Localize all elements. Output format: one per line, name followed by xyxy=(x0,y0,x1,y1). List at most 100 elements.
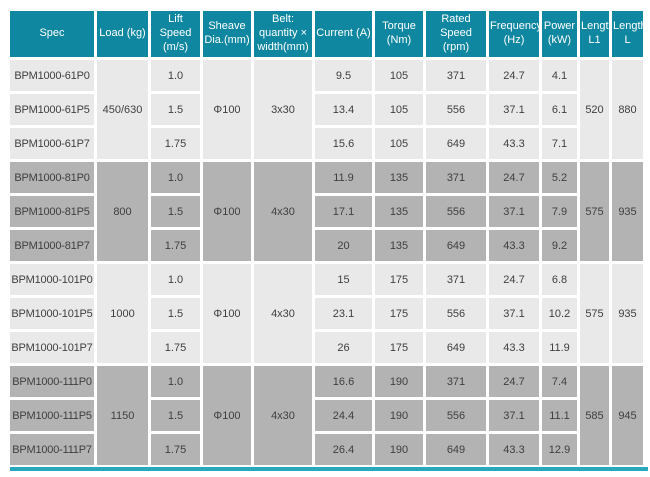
rated-speed-cell: 371 xyxy=(426,162,486,193)
col-header-belt: Belt: quantity × width(mm) xyxy=(254,11,312,57)
power-cell: 10.2 xyxy=(542,298,577,329)
spec-cell: BPM1000-101P7 xyxy=(10,332,94,363)
col-header-load: Load (kg) xyxy=(97,11,148,57)
rated-speed-cell: 371 xyxy=(426,60,486,91)
torque-cell: 190 xyxy=(375,434,423,465)
rated-speed-cell: 649 xyxy=(426,434,486,465)
power-cell: 6.1 xyxy=(542,94,577,125)
length-l-cell: 935 xyxy=(612,264,643,363)
motor-spec-table-wrap: Spec Load (kg) Lift Speed (m/s) Sheave D… xyxy=(7,8,648,471)
belt-cell: 4x30 xyxy=(254,264,312,363)
current-cell: 17.1 xyxy=(315,196,372,227)
current-cell: 9.5 xyxy=(315,60,372,91)
frequency-cell: 37.1 xyxy=(489,400,539,431)
power-cell: 11.9 xyxy=(542,332,577,363)
current-cell: 16.6 xyxy=(315,366,372,397)
lift-speed-cell: 1.5 xyxy=(151,400,200,431)
length-l1-cell: 575 xyxy=(580,264,609,363)
current-cell: 20 xyxy=(315,230,372,261)
current-cell: 24.4 xyxy=(315,400,372,431)
spec-cell: BPM1000-81P5 xyxy=(10,196,94,227)
spec-cell: BPM1000-61P7 xyxy=(10,128,94,159)
rated-speed-cell: 649 xyxy=(426,332,486,363)
length-l-cell: 880 xyxy=(612,60,643,159)
lift-speed-cell: 1.5 xyxy=(151,298,200,329)
belt-cell: 3x30 xyxy=(254,60,312,159)
current-cell: 11.9 xyxy=(315,162,372,193)
spec-cell: BPM1000-61P0 xyxy=(10,60,94,91)
col-header-frequency: Frequency (Hz) xyxy=(489,11,539,57)
col-header-rated-speed: Rated Speed (rpm) xyxy=(426,11,486,57)
frequency-cell: 43.3 xyxy=(489,434,539,465)
torque-cell: 175 xyxy=(375,264,423,295)
length-l1-cell: 585 xyxy=(580,366,609,465)
col-header-lift-speed: Lift Speed (m/s) xyxy=(151,11,200,57)
rated-speed-cell: 371 xyxy=(426,264,486,295)
table-row: BPM1000-101P0 1000 1.0 Φ100 4x30 15 175 … xyxy=(10,264,643,363)
power-cell: 11.1 xyxy=(542,400,577,431)
current-cell: 15 xyxy=(315,264,372,295)
frequency-cell: 43.3 xyxy=(489,128,539,159)
col-header-length-l: Length L xyxy=(612,11,643,57)
table-row: BPM1000-61P5 1.5 13.4 105 556 37.1 6.1 xyxy=(10,94,643,125)
sheave-dia-cell: Φ100 xyxy=(203,162,251,261)
lift-speed-cell: 1.75 xyxy=(151,128,200,159)
length-l-cell: 945 xyxy=(612,366,643,465)
col-header-torque: Torque (Nm) xyxy=(375,11,423,57)
torque-cell: 105 xyxy=(375,60,423,91)
table-row: BPM1000-111P0 1150 1.0 Φ100 4x30 16.6 19… xyxy=(10,366,643,465)
power-cell: 4.1 xyxy=(542,60,577,91)
frequency-cell: 24.7 xyxy=(489,264,539,295)
header-row: Spec Load (kg) Lift Speed (m/s) Sheave D… xyxy=(10,11,643,57)
length-l1-cell: 575 xyxy=(580,162,609,261)
spec-cell: BPM1000-81P0 xyxy=(10,162,94,193)
length-l1-cell: 520 xyxy=(580,60,609,159)
col-header-power: Power (kW) xyxy=(542,11,577,57)
belt-cell: 4x30 xyxy=(254,162,312,261)
frequency-cell: 43.3 xyxy=(489,230,539,261)
lift-speed-cell: 1.0 xyxy=(151,162,200,193)
lift-speed-cell: 1.0 xyxy=(151,60,200,91)
table-row: BPM1000-81P0 800 1.0 Φ100 4x30 11.9 135 … xyxy=(10,162,643,261)
power-cell: 12.9 xyxy=(542,434,577,465)
frequency-cell: 37.1 xyxy=(489,196,539,227)
spec-cell: BPM1000-101P0 xyxy=(10,264,94,295)
frequency-cell: 43.3 xyxy=(489,332,539,363)
load-cell: 800 xyxy=(97,162,148,261)
col-header-sheave-dia: Sheave Dia.(mm) xyxy=(203,11,251,57)
belt-cell: 4x30 xyxy=(254,366,312,465)
torque-cell: 190 xyxy=(375,366,423,397)
motor-spec-table: Spec Load (kg) Lift Speed (m/s) Sheave D… xyxy=(7,8,646,468)
frequency-cell: 37.1 xyxy=(489,298,539,329)
lift-speed-cell: 1.75 xyxy=(151,230,200,261)
table-row: BPM1000-81P5 1.5 17.1 135 556 37.1 7.9 xyxy=(10,196,643,227)
lift-speed-cell: 1.0 xyxy=(151,264,200,295)
sheave-dia-cell: Φ100 xyxy=(203,60,251,159)
torque-cell: 105 xyxy=(375,94,423,125)
power-cell: 5.2 xyxy=(542,162,577,193)
table-row: BPM1000-101P7 1.75 26 175 649 43.3 11.9 xyxy=(10,332,643,363)
sheave-dia-cell: Φ100 xyxy=(203,366,251,465)
lift-speed-cell: 1.75 xyxy=(151,332,200,363)
power-cell: 9.2 xyxy=(542,230,577,261)
power-cell: 6.8 xyxy=(542,264,577,295)
lift-speed-cell: 1.5 xyxy=(151,94,200,125)
load-cell: 450/630 xyxy=(97,60,148,159)
load-cell: 1150 xyxy=(97,366,148,465)
rated-speed-cell: 556 xyxy=(426,94,486,125)
sheave-dia-cell: Φ100 xyxy=(203,264,251,363)
table-row: BPM1000-61P0 450/630 1.0 Φ100 3x30 9.5 1… xyxy=(10,60,643,159)
spec-cell: BPM1000-111P7 xyxy=(10,434,94,465)
lift-speed-cell: 1.75 xyxy=(151,434,200,465)
torque-cell: 135 xyxy=(375,196,423,227)
power-cell: 7.1 xyxy=(542,128,577,159)
table-row: BPM1000-61P7 1.75 15.6 105 649 43.3 7.1 xyxy=(10,128,643,159)
current-cell: 13.4 xyxy=(315,94,372,125)
power-cell: 7.4 xyxy=(542,366,577,397)
rated-speed-cell: 649 xyxy=(426,128,486,159)
rated-speed-cell: 556 xyxy=(426,298,486,329)
spec-cell: BPM1000-81P7 xyxy=(10,230,94,261)
rated-speed-cell: 649 xyxy=(426,230,486,261)
torque-cell: 105 xyxy=(375,128,423,159)
